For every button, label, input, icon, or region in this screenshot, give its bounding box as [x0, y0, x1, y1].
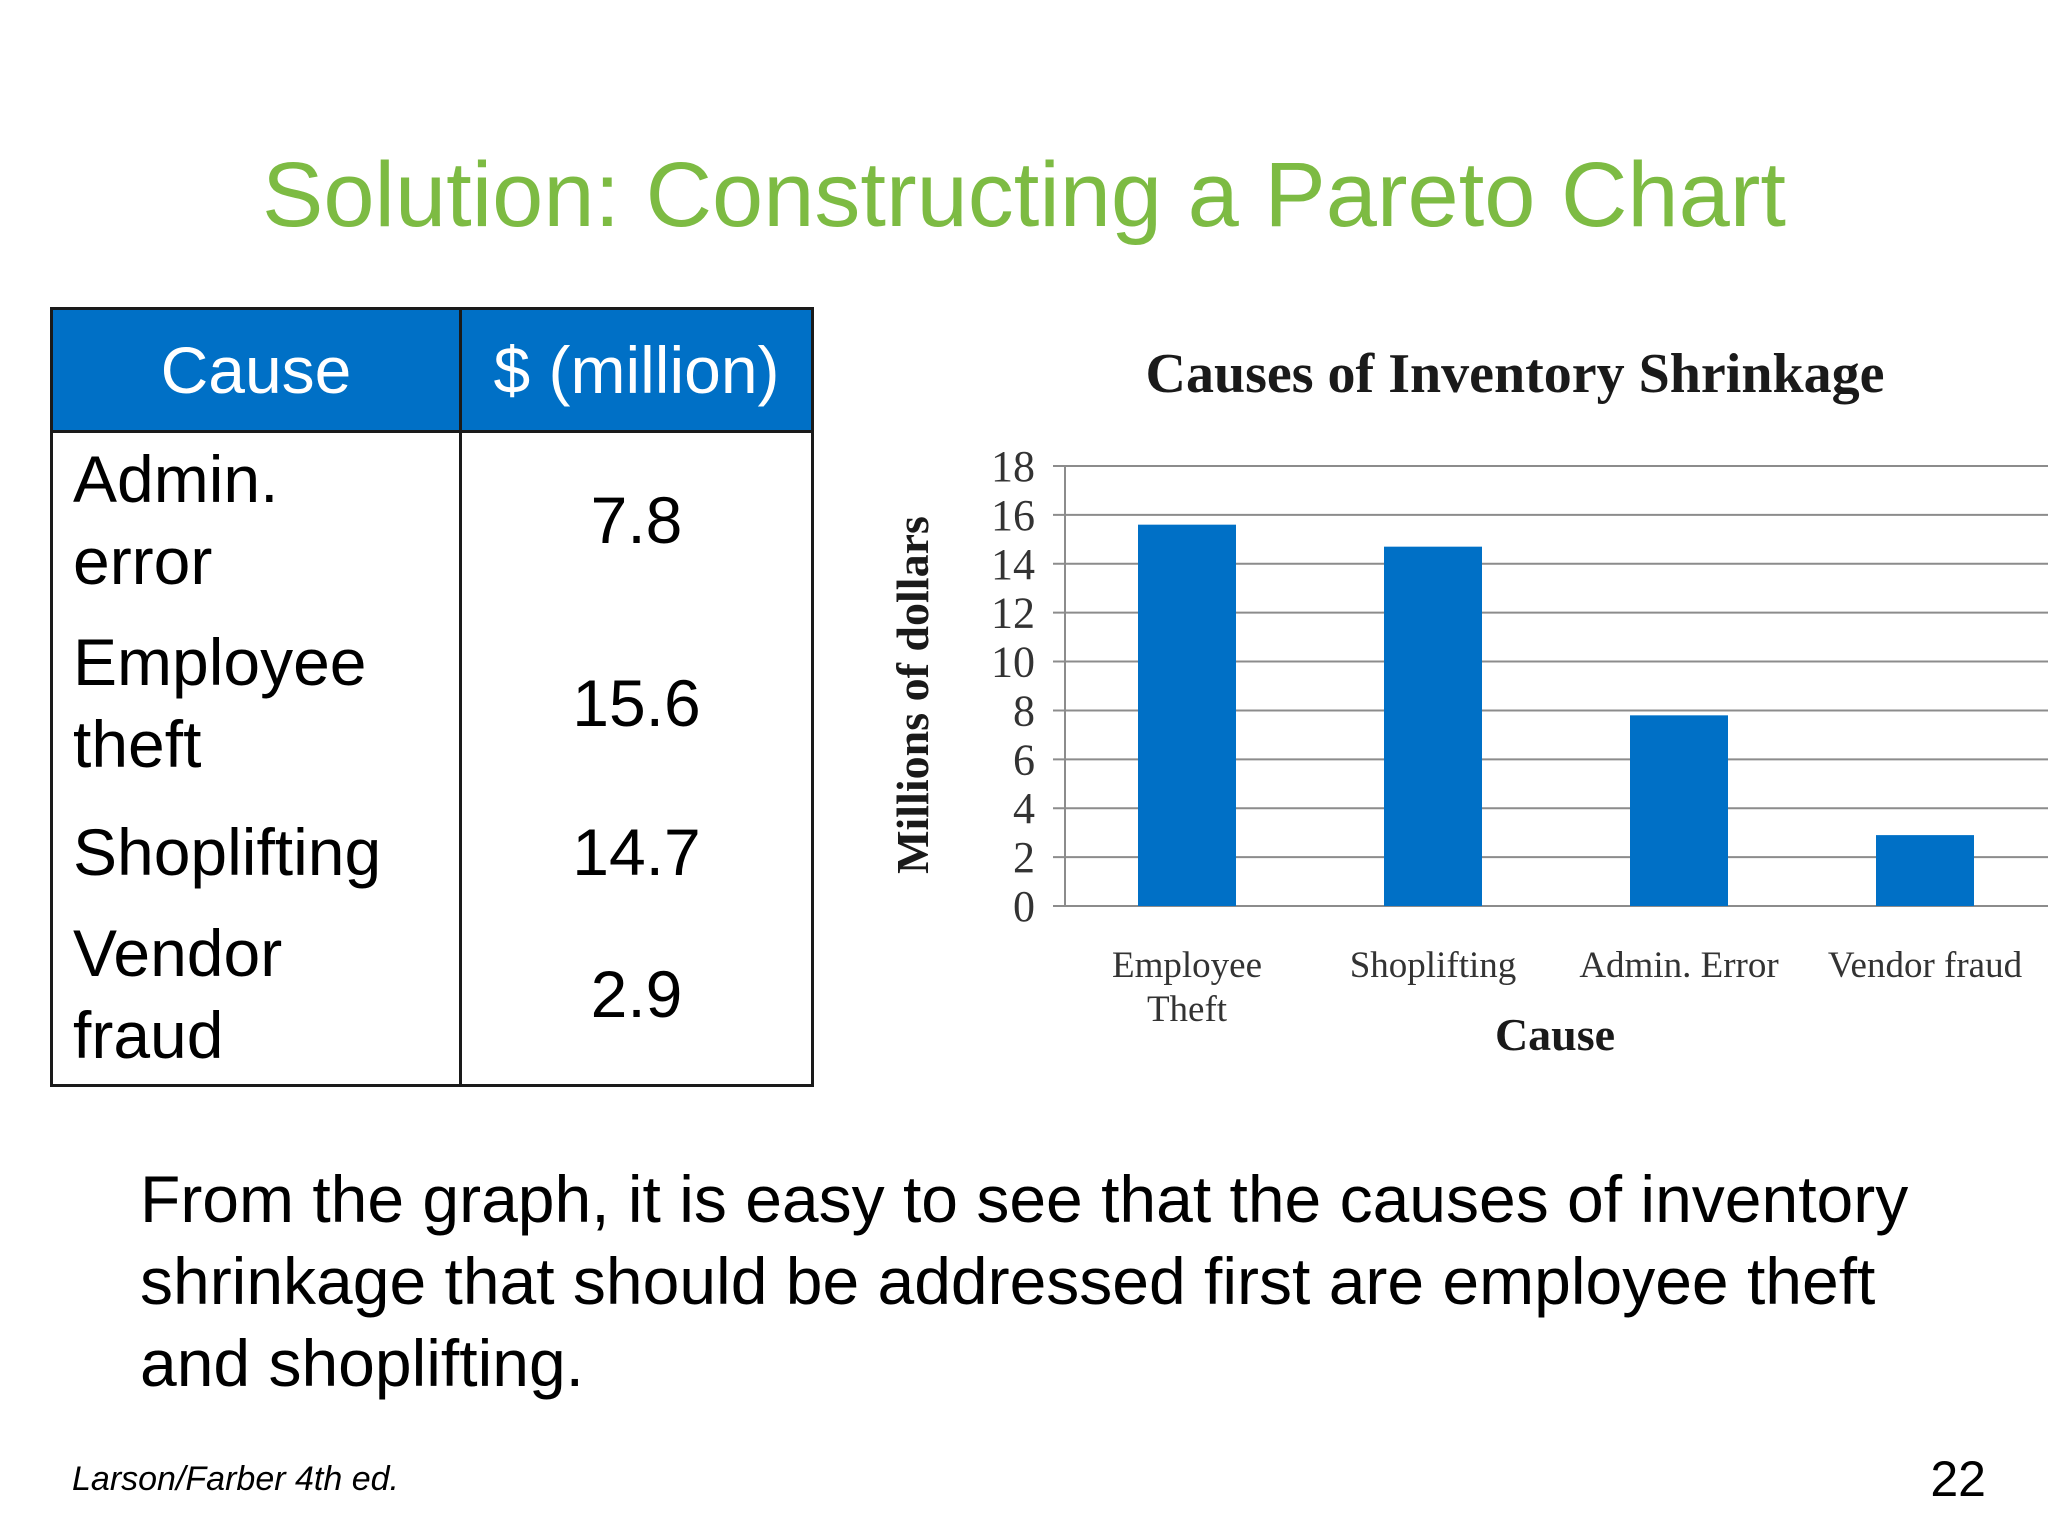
bar: [1630, 715, 1728, 906]
table-row: Employee theft 15.6: [50, 607, 814, 799]
x-tick-labels: Employee Theft Shoplifting Admin. Error Vend…: [1112, 945, 2023, 1030]
table-row: Admin. error 7.8: [50, 431, 814, 608]
x-tick-label: Vendor fraud: [1828, 945, 2023, 986]
y-tick-label: 4: [1013, 784, 1035, 833]
y-tick-label: 0: [1013, 882, 1035, 931]
data-table: Cause $ (million) Admin. error 7.8 Emplo…: [50, 307, 814, 1087]
cause-line: error: [73, 524, 213, 599]
table-cell-cause: Employee theft: [50, 607, 462, 799]
y-axis-label-rotated: Millions of dollars: [887, 516, 938, 874]
x-tick-label: Admin. Error: [1579, 945, 1778, 986]
cause-line: Vendor: [73, 916, 283, 991]
bar: [1384, 546, 1482, 906]
table-header-row: Cause $ (million): [50, 307, 814, 433]
table-cell-cause: Admin. error: [50, 431, 462, 608]
table-cell-value: 14.7: [459, 798, 814, 905]
table-cell-value: 15.6: [459, 607, 814, 799]
y-tick-label: 10: [991, 638, 1035, 687]
table-cell-value: 2.9: [459, 904, 814, 1086]
page-number: 22: [1930, 1451, 1986, 1507]
body-text: From the graph, it is easy to see that t…: [140, 1162, 1909, 1400]
bar-chart: Causes of Inventory Shrinkage 0246810121…: [887, 343, 2048, 1060]
cause-line: fraud: [73, 998, 224, 1073]
y-tick-label: 18: [991, 442, 1035, 491]
footer-credit: Larson/Farber 4th ed.: [72, 1460, 399, 1498]
header-value: $ (million): [459, 307, 814, 433]
y-tick-label: 2: [1013, 833, 1035, 882]
y-tick-label: 12: [991, 589, 1035, 638]
bars: [1138, 524, 1974, 906]
x-axis-label: Cause: [1495, 1009, 1615, 1060]
chart-title: Causes of Inventory Shrinkage: [1146, 343, 1885, 405]
bar: [1876, 835, 1974, 906]
header-cause: Cause: [50, 307, 462, 433]
y-tick-label: 16: [991, 491, 1035, 540]
y-tick-label: 14: [991, 540, 1035, 589]
y-tick-label: 6: [1013, 735, 1035, 784]
y-tick-label: 8: [1013, 686, 1035, 735]
table-cell-value: 7.8: [459, 431, 814, 608]
cause-line: Employee: [73, 624, 367, 699]
cause-line: Admin.: [73, 442, 279, 517]
slide-title: Solution: Constructing a Pareto Chart: [262, 144, 1786, 246]
table-cell-cause: Vendor fraud: [50, 904, 462, 1086]
cause-line: Shoplifting: [73, 814, 382, 889]
table-row: Shoplifting 14.7: [50, 798, 814, 905]
x-tick-label: Shoplifting: [1350, 945, 1517, 986]
bar: [1138, 524, 1236, 906]
cause-line: theft: [73, 706, 202, 781]
table-cell-cause: Shoplifting: [50, 798, 462, 905]
x-tick-label: Employee Theft: [1112, 945, 1262, 1030]
table-row: Vendor fraud 2.9: [50, 904, 814, 1086]
